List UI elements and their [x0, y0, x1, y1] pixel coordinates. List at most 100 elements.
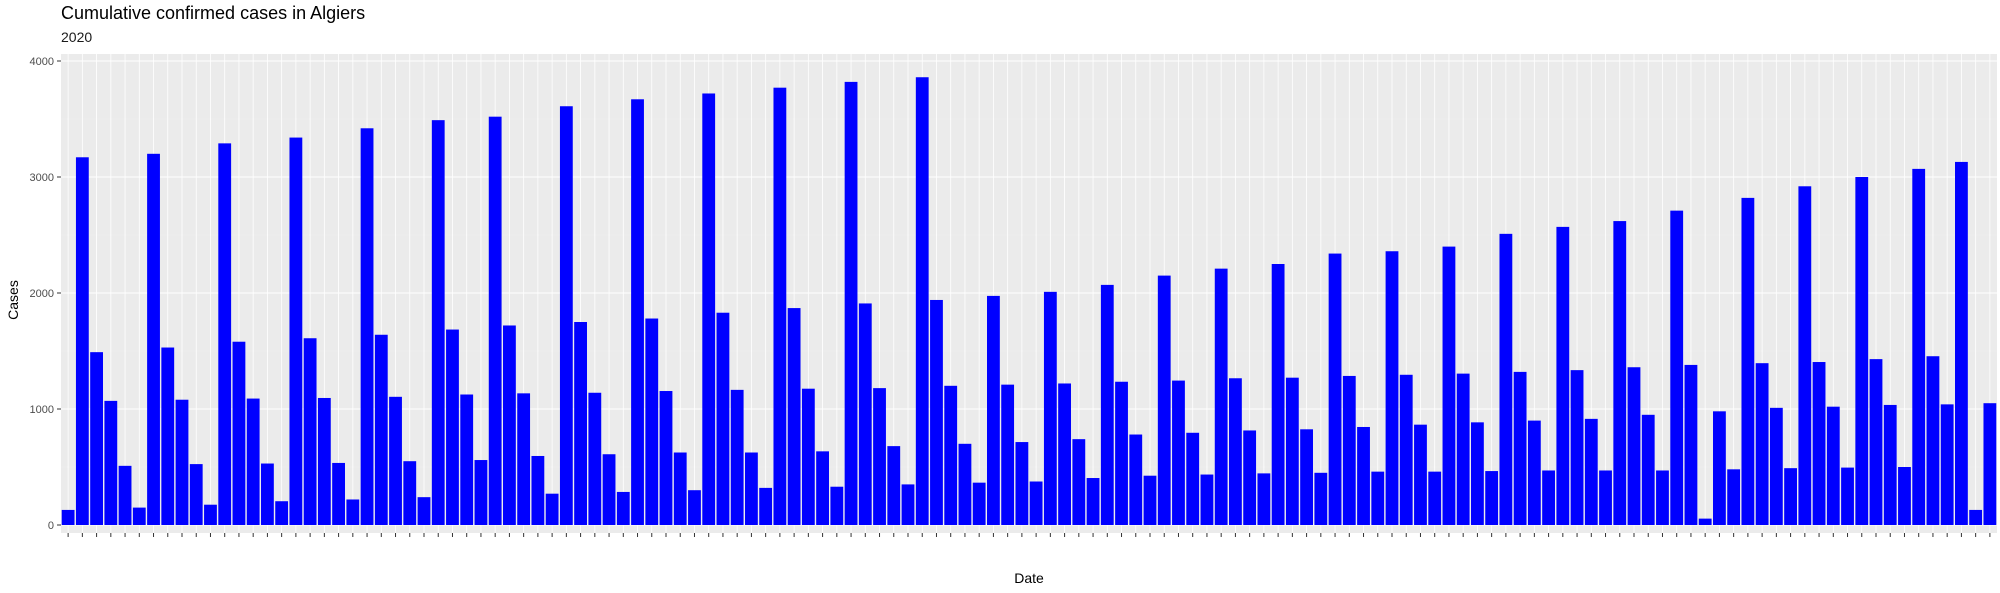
- bar: [1912, 168, 1926, 525]
- bar: [275, 501, 289, 525]
- bar: [104, 400, 118, 525]
- bar: [147, 153, 160, 526]
- bar: [987, 295, 1000, 525]
- bar: [1656, 470, 1669, 525]
- bar: [844, 81, 858, 525]
- bar: [374, 334, 388, 525]
- bar: [232, 341, 246, 525]
- x-axis-title: Date: [1014, 570, 1044, 586]
- bar: [389, 396, 402, 525]
- bar: [517, 393, 531, 525]
- bar: [1456, 373, 1470, 525]
- bar: [773, 87, 787, 526]
- bar: [1955, 161, 1968, 526]
- bar: [730, 389, 744, 525]
- bar: [503, 325, 516, 525]
- bar: [858, 303, 872, 525]
- bar: [972, 482, 986, 525]
- chart-title: Cumulative confirmed cases in Algiers: [61, 3, 366, 23]
- bar: [1471, 422, 1484, 525]
- bar: [1542, 470, 1555, 525]
- bar: [1499, 233, 1513, 525]
- bar: [545, 493, 559, 525]
- bar: [75, 157, 89, 525]
- bar: [1613, 221, 1627, 525]
- bar: [1100, 284, 1114, 525]
- bar: [958, 443, 972, 525]
- bar: [1926, 356, 1940, 525]
- bar: [531, 455, 545, 525]
- y-tick-label: 0: [48, 520, 54, 532]
- bar: [873, 388, 886, 525]
- bar: [1058, 383, 1071, 525]
- bar: [1172, 380, 1185, 525]
- bar: [1200, 474, 1214, 525]
- bar: [759, 487, 773, 525]
- bar: [1584, 418, 1598, 525]
- bar: [1214, 268, 1228, 525]
- bar: [1414, 424, 1427, 525]
- bar: [1186, 432, 1200, 525]
- bar: [631, 99, 644, 525]
- bar: [417, 497, 431, 525]
- bar: [1271, 264, 1285, 525]
- bar: [1300, 429, 1313, 525]
- bars: [61, 77, 1997, 526]
- bar: [616, 491, 630, 525]
- bar: [1029, 481, 1043, 525]
- bar: [745, 452, 758, 525]
- bar: [1741, 197, 1755, 525]
- bar: [218, 143, 232, 526]
- bar: [474, 460, 488, 525]
- bar: [1285, 377, 1299, 525]
- bar: [346, 499, 360, 525]
- x-axis-ticks: [67, 533, 1991, 537]
- bar: [673, 452, 687, 525]
- bar: [1527, 420, 1541, 525]
- bar: [161, 347, 175, 525]
- bar: [1556, 226, 1570, 525]
- bar: [61, 509, 75, 525]
- bar: [1371, 471, 1385, 525]
- bar: [403, 461, 417, 525]
- bar: [1570, 370, 1584, 525]
- bar: [303, 338, 317, 525]
- bar: [602, 454, 616, 525]
- bar: [1769, 407, 1783, 525]
- bar: [1798, 186, 1812, 525]
- bar: [1784, 468, 1797, 525]
- bar: [901, 484, 915, 525]
- y-tick-label: 1000: [30, 404, 54, 416]
- bar: [1086, 478, 1100, 525]
- bar: [1328, 253, 1342, 525]
- bar: [446, 329, 459, 525]
- bar: [930, 299, 943, 525]
- bar: [1755, 363, 1769, 525]
- bar: [1015, 442, 1029, 525]
- bar: [1869, 359, 1883, 525]
- bar: [1157, 275, 1171, 525]
- bar: [659, 391, 673, 525]
- bar: [1229, 378, 1242, 525]
- y-tick-label: 4000: [30, 56, 54, 68]
- bar: [1841, 467, 1854, 525]
- bar: [688, 490, 701, 525]
- y-tick-label: 3000: [30, 172, 54, 184]
- bar: [830, 486, 844, 525]
- y-axis-ticks: 0 1000 2000 3000 4000: [30, 56, 61, 532]
- y-tick-label: 2000: [30, 288, 54, 300]
- bar: [204, 504, 217, 525]
- bar: [1115, 381, 1128, 525]
- bar: [1513, 371, 1527, 525]
- bar: [1641, 414, 1655, 525]
- bar: [1257, 473, 1271, 525]
- chart-subtitle: 2020: [61, 29, 93, 45]
- bar: [1898, 467, 1911, 525]
- bar: [1969, 509, 1983, 525]
- bar: [787, 308, 801, 525]
- bar: [1599, 470, 1612, 525]
- bar: [716, 312, 730, 525]
- bar: [588, 392, 602, 525]
- bar: [1983, 403, 1997, 525]
- bar: [261, 463, 274, 525]
